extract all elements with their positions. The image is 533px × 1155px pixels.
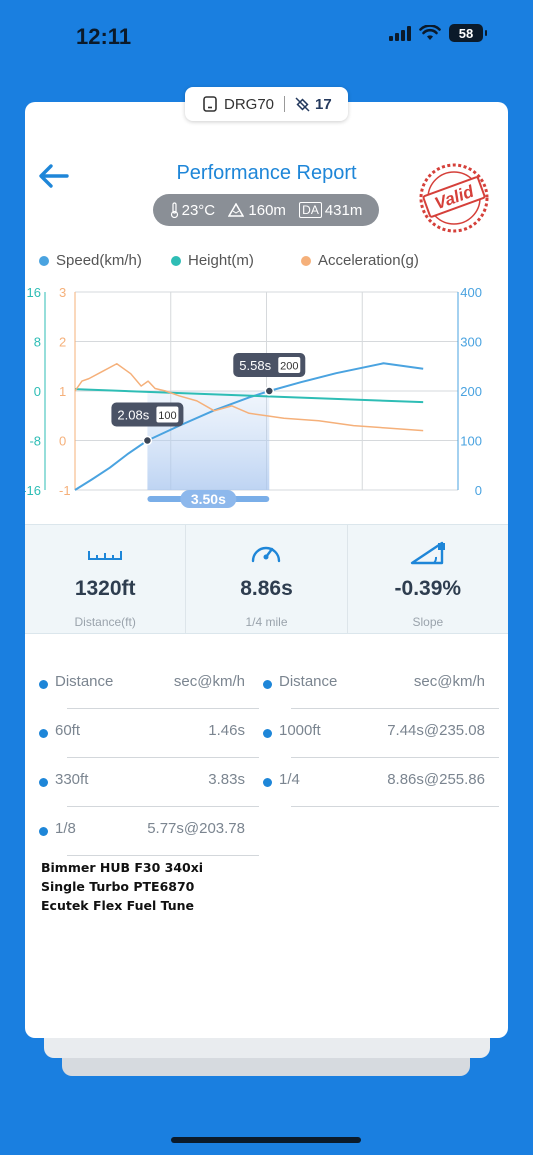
battery-icon: 58 bbox=[449, 24, 487, 42]
table-header-left: Distance sec@km/h bbox=[39, 660, 259, 709]
cellular-signal-icon bbox=[389, 25, 411, 41]
marker-speed-label: 100 bbox=[158, 410, 176, 422]
note-line: Bimmer HUB F30 340xi bbox=[41, 860, 204, 875]
speed-tick-label: 0 bbox=[475, 483, 482, 498]
legend-speed: Speed(km/h) bbox=[39, 252, 171, 269]
satellite-icon bbox=[295, 96, 310, 112]
satellite-count: 17 bbox=[315, 95, 332, 113]
marker-point bbox=[264, 386, 275, 396]
bullet bbox=[39, 680, 48, 689]
bullet bbox=[263, 680, 272, 689]
conditions-pill: 23°C 160m DA 431m bbox=[153, 194, 379, 226]
report-card: Performance Report Valid 23°C 160m DA 43… bbox=[25, 102, 508, 1038]
status-time: 12:11 bbox=[76, 24, 132, 49]
stat-label: Slope bbox=[412, 615, 444, 629]
acceleration-line bbox=[74, 363, 424, 432]
ruler-icon bbox=[88, 551, 123, 560]
performance-chart[interactable]: 16 3 400 8 2 300 0 1 200 -8 0 100 -16 -1 0 3.50s 2.08s 10… bbox=[25, 282, 508, 522]
density-altitude: DA 431m bbox=[299, 202, 362, 219]
stat-label: Distance(ft) bbox=[74, 615, 136, 629]
accel-tick-label: 1 bbox=[59, 384, 66, 399]
back-arrow-icon[interactable] bbox=[37, 162, 71, 190]
speed-tick-label: 300 bbox=[460, 335, 482, 350]
speed-tick-label: 200 bbox=[460, 384, 482, 399]
legend-height: Height(m) bbox=[171, 252, 301, 269]
height-tick-label: 8 bbox=[34, 335, 41, 350]
marker-point bbox=[142, 435, 153, 446]
table-header-right: Distance sec@km/h bbox=[263, 660, 499, 709]
height-tick-label: -16 bbox=[25, 483, 41, 498]
bullet bbox=[39, 729, 48, 738]
row-divider bbox=[67, 708, 259, 709]
height-tick-label: 16 bbox=[27, 285, 41, 300]
speedometer-icon bbox=[252, 546, 281, 563]
marker-time-label: 2.08s bbox=[117, 408, 149, 423]
chart-legend: Speed(km/h) Height(m) Acceleration(g) bbox=[39, 252, 499, 269]
time-span-label: 3.50s bbox=[191, 491, 226, 507]
table-row: 1/4 8.86s@255.86 bbox=[263, 758, 499, 807]
marker-speed-tag bbox=[156, 406, 179, 423]
device-name: DRG70 bbox=[224, 95, 275, 113]
bullet bbox=[263, 778, 272, 787]
device-icon bbox=[203, 96, 217, 112]
speed-tick-label: 100 bbox=[460, 434, 482, 449]
stat-value: 8.86s bbox=[240, 577, 293, 600]
table-row: 1000ft 7.44s@235.08 bbox=[263, 709, 499, 758]
speed-tick-label: 400 bbox=[460, 285, 482, 300]
note-line: Ecutek Flex Fuel Tune bbox=[41, 898, 195, 913]
height-line bbox=[74, 388, 424, 404]
stat-label: 1/4 mile bbox=[245, 615, 288, 629]
table-row: 60ft 1.46s bbox=[39, 709, 259, 758]
legend-dot bbox=[39, 255, 49, 266]
legend-acceleration: Acceleration(g) bbox=[301, 252, 419, 269]
stat-value: -0.39% bbox=[394, 577, 462, 600]
marker-speed-tag bbox=[278, 357, 301, 373]
device-badge[interactable]: DRG70 17 bbox=[185, 87, 348, 121]
thermometer-icon bbox=[170, 202, 178, 218]
page-title: Performance Report bbox=[176, 162, 357, 184]
wifi-icon bbox=[419, 25, 441, 40]
height-tick-label: -8 bbox=[29, 434, 41, 449]
accel-tick-label: 0 bbox=[59, 434, 66, 449]
time-span-pill bbox=[180, 490, 237, 508]
row-divider bbox=[67, 855, 259, 856]
row-divider bbox=[67, 806, 259, 807]
table-row: 1/8 5.77s@203.78 bbox=[39, 807, 259, 856]
valid-stamp: Valid bbox=[419, 163, 489, 233]
temperature: 23°C bbox=[170, 202, 215, 219]
accel-tick-label: 2 bbox=[59, 335, 66, 350]
row-divider bbox=[291, 806, 499, 807]
slope-icon bbox=[410, 541, 445, 565]
stat-distance: 1320ft Distance(ft) bbox=[25, 525, 187, 633]
height-tick-label: 0 bbox=[34, 384, 41, 399]
bullet bbox=[39, 778, 48, 787]
row-divider bbox=[291, 708, 499, 709]
divider bbox=[284, 96, 286, 112]
altitude: 160m bbox=[228, 202, 286, 219]
table-row: 330ft 3.83s bbox=[39, 758, 259, 807]
da-label: DA bbox=[299, 202, 322, 218]
mountain-icon bbox=[228, 203, 245, 217]
status-icons: 58 bbox=[389, 24, 487, 42]
marker-time-label: 5.58s bbox=[239, 358, 271, 373]
bullet bbox=[39, 827, 48, 836]
stat-slope: -0.39% Slope bbox=[348, 525, 508, 633]
legend-dot bbox=[301, 255, 311, 266]
row-divider bbox=[291, 757, 499, 758]
stats-panel: 1320ft Distance(ft) 8.86s 1/4 mile -0.39… bbox=[25, 524, 508, 634]
stat-time: 8.86s 1/4 mile bbox=[186, 525, 348, 633]
accel-tick-label: 3 bbox=[59, 285, 66, 300]
bullet bbox=[263, 729, 272, 738]
stat-value: 1320ft bbox=[74, 577, 136, 600]
accel-tick-label: -1 bbox=[59, 483, 71, 498]
home-indicator[interactable] bbox=[171, 1137, 361, 1143]
row-divider bbox=[67, 757, 259, 758]
legend-dot bbox=[171, 255, 181, 266]
marker-speed-label: 200 bbox=[280, 361, 298, 373]
user-notes: Bimmer HUB F30 340xi Single Turbo PTE687… bbox=[41, 858, 203, 915]
note-line: Single Turbo PTE6870 bbox=[41, 879, 195, 894]
